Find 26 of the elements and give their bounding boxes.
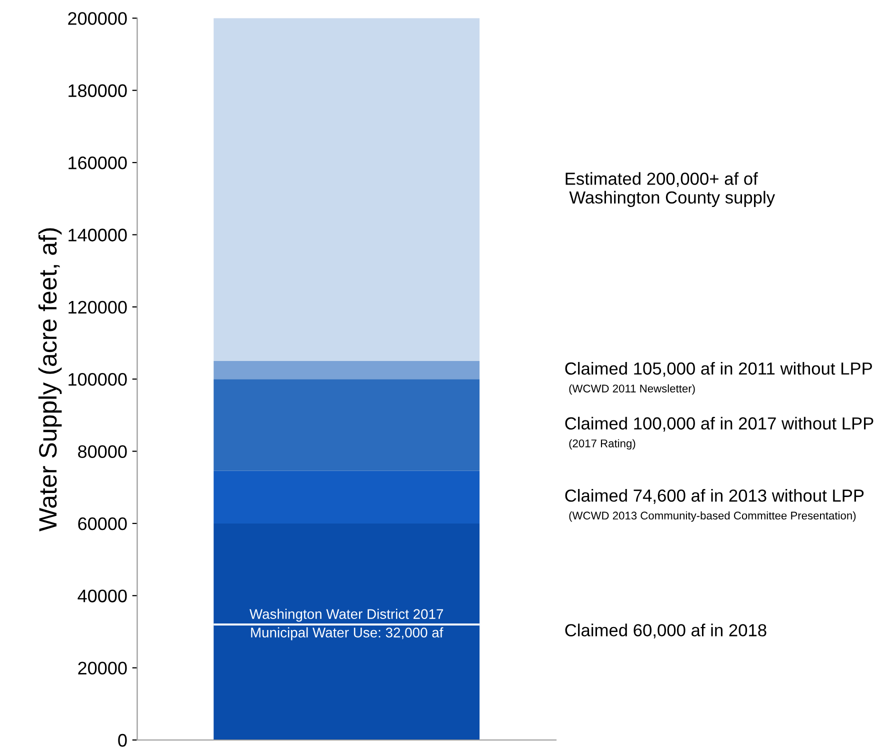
bar (214, 18, 480, 362)
text: (2017 Rating) (569, 439, 636, 450)
y-tick-label: 200000 (68, 12, 127, 25)
bar (214, 379, 480, 471)
y-tick-label: 40000 (78, 590, 127, 602)
y-tick-label: 180000 (68, 84, 127, 98)
bar (214, 361, 480, 380)
text: Claimed 74,600 af in 2013 without LPP (565, 489, 864, 504)
y-axis-title: Water Supply (acre feet, af) (38, 228, 62, 532)
text: Claimed 100,000 af in 2017 without LPP (565, 416, 874, 432)
text: Claimed 105,000 af in 2011 without LPP (565, 362, 872, 377)
y-tick-label: 160000 (68, 156, 127, 170)
y-tick-label: 100000 (68, 373, 127, 386)
ref-line-label: Washington Water District 2017 Municipal Water Use: 32,000 af (250, 608, 444, 640)
y-tick-label: 60000 (78, 517, 127, 530)
bar (214, 523, 480, 740)
y-tick-label: 80000 (78, 445, 127, 458)
bar (214, 470, 480, 524)
text: (WCWD 2013 Community-based Committee Presentation) (569, 511, 856, 522)
y-tick-label: 140000 (68, 228, 127, 242)
text: (WCWD 2011 Newsletter) (569, 384, 695, 395)
text: Claimed 60,000 af in 2018 (565, 624, 766, 638)
y-tick-label: 120000 (68, 300, 127, 314)
text: Estimated 200,000+ af of Washington County supply (566, 172, 776, 208)
y-tick-label: 20000 (78, 662, 127, 675)
y-tick-label: 0 (118, 734, 127, 747)
